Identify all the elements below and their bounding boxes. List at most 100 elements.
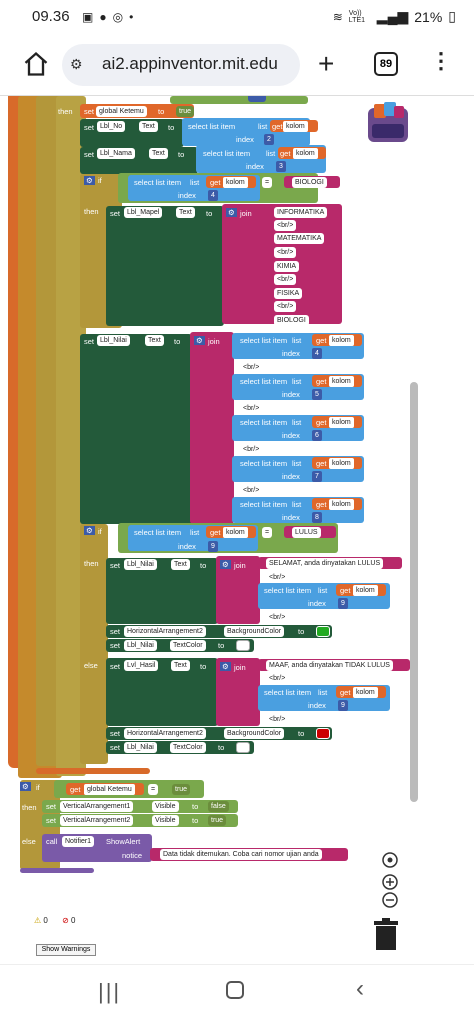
- url-bar[interactable]: ai2.appinventor.mit.edu: [62, 44, 300, 86]
- if-lulus-block[interactable]: [80, 524, 108, 764]
- color-red-swatch[interactable]: [316, 728, 330, 739]
- varr1-dropdown[interactable]: VerticalArrangement1: [60, 801, 134, 812]
- br-text[interactable]: <br/>: [240, 444, 263, 455]
- center-target-icon[interactable]: [380, 850, 400, 870]
- text-prop-dropdown[interactable]: Text: [171, 559, 190, 570]
- equals-dropdown[interactable]: =: [262, 177, 273, 188]
- kolom-dropdown[interactable]: kolom: [329, 376, 354, 387]
- true-dropdown[interactable]: true: [176, 106, 195, 117]
- kolom-dropdown[interactable]: kolom: [353, 687, 378, 698]
- gear-icon[interactable]: ⚙: [194, 336, 205, 345]
- kolom-dropdown[interactable]: kolom: [329, 335, 354, 346]
- informatika-text[interactable]: INFORMATIKA: [274, 207, 328, 218]
- notfound-text[interactable]: Data tidak ditemukan. Coba cari nomor uj…: [160, 849, 322, 860]
- index-number[interactable]: 4: [208, 190, 218, 201]
- index-number[interactable]: 4: [312, 348, 322, 359]
- br-text[interactable]: <br/>: [266, 714, 289, 725]
- kolom-dropdown[interactable]: kolom: [353, 585, 378, 596]
- kolom-dropdown[interactable]: kolom: [329, 417, 354, 428]
- lulus-text[interactable]: LULUS: [292, 527, 321, 538]
- visible-dropdown[interactable]: Visible: [152, 801, 179, 812]
- br-text[interactable]: <br/>: [266, 612, 289, 623]
- gear-icon[interactable]: ⚙: [20, 782, 31, 791]
- selamat-text[interactable]: SELAMAT, anda dinyatakan LULUS: [266, 558, 384, 569]
- bottom-bar[interactable]: [20, 868, 94, 873]
- backpack-icon[interactable]: [364, 100, 412, 144]
- true-dropdown[interactable]: true: [172, 784, 191, 795]
- index-number[interactable]: 2: [264, 134, 274, 145]
- text-prop-dropdown[interactable]: Text: [176, 207, 195, 218]
- biologi-text[interactable]: BIOLOGI: [274, 315, 309, 326]
- br-text[interactable]: <br/>: [274, 220, 297, 231]
- lbl-nama-dropdown[interactable]: Lbl_Nama: [97, 148, 135, 159]
- gear-icon[interactable]: ⚙: [220, 560, 231, 569]
- set-lbl-mapel[interactable]: [106, 206, 224, 326]
- lbl-nilai-dropdown[interactable]: Lbl_Nilai: [124, 742, 157, 753]
- home-icon[interactable]: [22, 50, 50, 78]
- text-prop-dropdown[interactable]: Text: [149, 148, 168, 159]
- index-number[interactable]: 9: [338, 598, 348, 609]
- false-dropdown[interactable]: false: [208, 801, 229, 812]
- equals-dropdown[interactable]: =: [148, 784, 159, 795]
- more-menu-icon[interactable]: ⋮: [430, 48, 452, 73]
- kolom-dropdown[interactable]: kolom: [283, 121, 308, 132]
- br-text[interactable]: <br/>: [266, 572, 289, 583]
- text-prop-dropdown[interactable]: Text: [171, 660, 190, 671]
- equals-dropdown[interactable]: =: [262, 527, 273, 538]
- index-number[interactable]: 7: [312, 471, 322, 482]
- global-ketemu-dropdown[interactable]: global Ketemu: [96, 106, 147, 117]
- br-text[interactable]: <br/>: [240, 362, 263, 373]
- top-list-stub[interactable]: [248, 96, 266, 102]
- trash-icon[interactable]: [372, 918, 400, 952]
- lbl-nilai-dropdown[interactable]: Lbl_Nilai: [124, 559, 157, 570]
- lbl-nilai-dropdown[interactable]: Lbl_Nilai: [97, 335, 130, 346]
- kolom-dropdown[interactable]: kolom: [329, 499, 354, 510]
- matematika-text[interactable]: MATEMATIKA: [274, 233, 325, 244]
- br-text[interactable]: <br/>: [274, 274, 297, 285]
- back-icon[interactable]: ‹: [356, 975, 364, 1002]
- index-number[interactable]: 3: [276, 161, 286, 172]
- set-lbl-nilai[interactable]: [80, 334, 192, 524]
- varr2-dropdown[interactable]: VerticalArrangement2: [60, 815, 134, 826]
- maaf-text[interactable]: MAAF, anda dinyatakan TIDAK LULUS: [266, 660, 393, 671]
- show-warnings-button[interactable]: Show Warnings: [36, 944, 96, 956]
- gear-icon[interactable]: ⚙: [84, 526, 95, 535]
- home-nav-icon[interactable]: [226, 981, 244, 999]
- visible-dropdown[interactable]: Visible: [152, 815, 179, 826]
- call-notifier-block[interactable]: [42, 834, 152, 862]
- blocks-workspace[interactable]: then set global Ketemu to true set Lbl_N…: [0, 96, 474, 964]
- index-number[interactable]: 9: [338, 700, 348, 711]
- closing-orange-bar[interactable]: [36, 768, 150, 774]
- kolom-dropdown[interactable]: kolom: [223, 527, 248, 538]
- zoom-out-icon[interactable]: [380, 890, 400, 910]
- index-number[interactable]: 9: [208, 541, 218, 552]
- gear-icon[interactable]: ⚙: [84, 176, 95, 185]
- true-dropdown[interactable]: true: [208, 815, 227, 826]
- top-cut-block[interactable]: [170, 96, 308, 104]
- kolom-dropdown[interactable]: kolom: [223, 177, 248, 188]
- textcolor-dropdown[interactable]: TextColor: [170, 742, 206, 753]
- global-ketemu-dropdown[interactable]: global Ketemu: [84, 784, 135, 795]
- site-settings-icon[interactable]: ⚙: [70, 56, 83, 72]
- bgcolor-dropdown[interactable]: BackgroundColor: [224, 626, 285, 637]
- lbl-no-dropdown[interactable]: Lbl_No: [97, 121, 126, 132]
- notifier-dropdown[interactable]: Notifier1: [62, 836, 95, 847]
- recents-icon[interactable]: |||: [98, 979, 122, 1004]
- bgcolor-dropdown[interactable]: BackgroundColor: [224, 728, 285, 739]
- text-prop-dropdown[interactable]: Text: [139, 121, 158, 132]
- index-number[interactable]: 6: [312, 430, 322, 441]
- index-number[interactable]: 8: [312, 512, 322, 523]
- lbl-nilai-dropdown[interactable]: Lbl_Nilai: [124, 640, 157, 651]
- br-text[interactable]: <br/>: [240, 485, 263, 496]
- br-text[interactable]: <br/>: [274, 247, 297, 258]
- kolom-dropdown[interactable]: kolom: [329, 458, 354, 469]
- br-text[interactable]: <br/>: [266, 673, 289, 684]
- kimia-text[interactable]: KIMIA: [274, 261, 300, 272]
- gear-icon[interactable]: ⚙: [220, 662, 231, 671]
- vertical-scrollbar[interactable]: [410, 382, 418, 802]
- color-green-swatch[interactable]: [316, 626, 330, 637]
- zoom-in-icon[interactable]: [380, 872, 400, 892]
- harr2-dropdown[interactable]: HorizontalArrangement2: [124, 728, 206, 739]
- biologi-text[interactable]: BIOLOGI: [292, 177, 327, 188]
- lvl-hasil-dropdown[interactable]: Lvl_Hasil: [124, 660, 159, 671]
